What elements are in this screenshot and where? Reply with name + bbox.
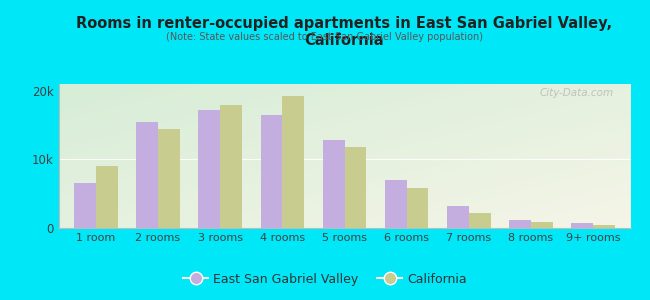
Bar (531, 222, 552, 228)
Bar (261, 115, 282, 228)
Legend: East San Gabriel Valley, California: East San Gabriel Valley, California (178, 268, 472, 291)
Title: Rooms in renter-occupied apartments in East San Gabriel Valley,
California: Rooms in renter-occupied apartments in E… (77, 16, 612, 48)
Bar (282, 96, 304, 228)
Bar (136, 122, 158, 228)
Bar (407, 188, 428, 228)
Bar (344, 147, 366, 228)
Bar (96, 166, 118, 228)
Bar (385, 180, 407, 228)
Bar (74, 183, 96, 228)
Bar (509, 220, 531, 228)
Bar (323, 140, 345, 228)
Text: City-Data.com: City-Data.com (540, 88, 614, 98)
Bar (158, 129, 180, 228)
Bar (447, 206, 469, 228)
Bar (571, 223, 593, 228)
Bar (220, 105, 242, 228)
Bar (593, 225, 615, 228)
Text: (Note: State values scaled to East San Gabriel Valley population): (Note: State values scaled to East San G… (166, 32, 484, 41)
Bar (198, 110, 220, 228)
Bar (469, 213, 491, 228)
